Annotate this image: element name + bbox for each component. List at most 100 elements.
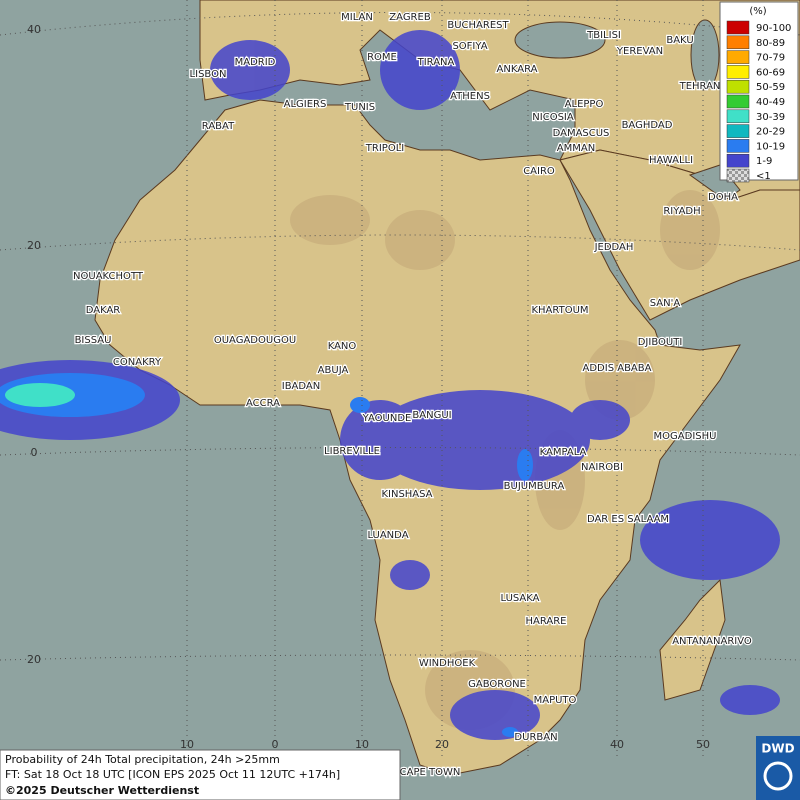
legend-label: 70-79 (756, 53, 785, 64)
city-label: LUANDA (367, 530, 408, 541)
city-label: ALEPPO (565, 99, 604, 110)
logo: DWD (756, 736, 800, 800)
legend-label: 80-89 (756, 38, 785, 49)
city-label: MADRID (235, 57, 276, 68)
legend-label: 40-49 (756, 97, 785, 108)
city-label: ALGIERS (284, 99, 327, 110)
grid-labels: 40 20 0 20 10 0 10 20 40 50 (27, 23, 710, 751)
legend-label: 60-69 (756, 67, 785, 78)
latitude-label: 40 (27, 23, 41, 36)
city-label: DJIBOUTI (638, 337, 683, 348)
city-label: ADDIS ABABA (583, 363, 652, 374)
city-label: BUJUMBURA (504, 481, 565, 492)
legend-swatch (726, 109, 750, 124)
city-label: MAPUTO (534, 695, 577, 706)
legend-label: 30-39 (756, 112, 785, 123)
city-label: LISBON (190, 69, 227, 80)
longitude-label: 20 (435, 738, 449, 751)
legend-swatch (726, 79, 750, 94)
city-label: WINDHOEK (419, 658, 476, 669)
city-label: BISSAU (75, 335, 112, 346)
city-label: DAKAR (86, 305, 121, 316)
caption-line: FT: Sat 18 Oct 18 UTC [ICON EPS 2025 Oct… (5, 768, 340, 781)
city-label: DAMASCUS (553, 128, 610, 139)
city-label: KANO (328, 341, 357, 352)
graticule (0, 0, 800, 760)
legend-title: (%) (749, 6, 766, 17)
city-label: ZAGREB (389, 12, 431, 23)
city-label: DURBAN (514, 732, 557, 743)
latitude-label: 20 (27, 239, 41, 252)
city-label: KAMPALA (540, 447, 587, 458)
caption-box (0, 749, 401, 800)
city-label: TRIPOLI (365, 143, 404, 154)
cities: MILAN ZAGREB BUCHAREST SOFIYA ROME TIRANA ANKA… (72, 11, 753, 780)
city-label: YEREVAN (616, 46, 663, 57)
city-label: MOGADISHU (654, 431, 717, 442)
city-label: RABAT (202, 121, 235, 132)
city-label: BUCHAREST (447, 20, 509, 31)
city-label: NOUAKCHOTT (73, 271, 144, 282)
city-label: LUSAKA (501, 593, 540, 604)
city-label: ATHENS (450, 91, 490, 102)
city-label: YAOUNDE (362, 413, 412, 424)
legend-label: <1 (756, 171, 771, 182)
legend-swatch (726, 168, 750, 183)
city-label: TIRANA (417, 57, 455, 68)
city-label: JEDDAH (594, 242, 634, 253)
legend-swatch (726, 139, 750, 153)
city-label: DOHA (708, 192, 738, 203)
precipitation-very-high (5, 383, 75, 407)
city-label: HARARE (525, 616, 566, 627)
legend-swatch (726, 35, 750, 50)
city-label: TUNIS (344, 102, 375, 113)
legend-swatch (726, 20, 750, 35)
city-label: TEHRAN (679, 81, 721, 92)
longitude-label: 50 (696, 738, 710, 751)
legend-swatch (726, 65, 750, 79)
city-label: BAKU (666, 35, 693, 46)
inland-water (514, 19, 741, 201)
city-label: CONAKRY (113, 357, 162, 368)
legend: (%) 90-100 80-89 70-79 60-69 50-59 40-49 30-39… (719, 1, 799, 183)
legend-label: 90-100 (756, 23, 791, 34)
city-label: CAPE TOWN (400, 767, 461, 778)
latitude-label: 20 (27, 653, 41, 666)
legend-swatch (726, 124, 750, 138)
caption-line: Probability of 24h Total precipitation, … (5, 753, 280, 766)
caption-line: ©2025 Deutscher Wetterdienst (5, 784, 199, 797)
city-label: TBILISI (586, 30, 621, 41)
logo-icon (763, 761, 793, 791)
city-label: DAR ES SALAAM (587, 514, 669, 525)
legend-label: 1-9 (756, 156, 772, 167)
city-label: BAGHDAD (622, 120, 673, 131)
longitude-label: 10 (355, 738, 369, 751)
logo-text: DWD (761, 742, 794, 756)
legend-swatch (726, 50, 750, 64)
city-label: ROME (367, 52, 397, 63)
city-label: NAIROBI (581, 462, 623, 473)
city-label: ANTANANARIVO (672, 636, 752, 647)
city-label: RIYADH (663, 206, 700, 217)
longitude-label: 40 (610, 738, 624, 751)
city-label: MILAN (341, 12, 373, 23)
city-label: OUAGADOUGOU (214, 335, 296, 346)
city-label: KHARTOUM (531, 305, 588, 316)
city-label: GABORONE (468, 679, 526, 690)
terrain (290, 190, 720, 730)
city-label: LIBREVILLE (324, 446, 380, 457)
city-label: ABUJA (318, 365, 349, 376)
city-label: CAIRO (523, 166, 555, 177)
city-label: BANGUI (412, 410, 451, 421)
longitude-label: 10 (180, 738, 194, 751)
legend-swatch (726, 153, 750, 168)
city-label: SAN'A (650, 298, 681, 309)
city-label: AMMAN (557, 143, 595, 154)
legend-label: 50-59 (756, 82, 785, 93)
caption: Probability of 24h Total precipitation, … (0, 749, 401, 800)
legend-label: 10-19 (756, 141, 785, 152)
city-label: NICOSIA (532, 112, 574, 123)
legend-label: 20-29 (756, 127, 785, 138)
city-label: KINSHASA (381, 489, 432, 500)
